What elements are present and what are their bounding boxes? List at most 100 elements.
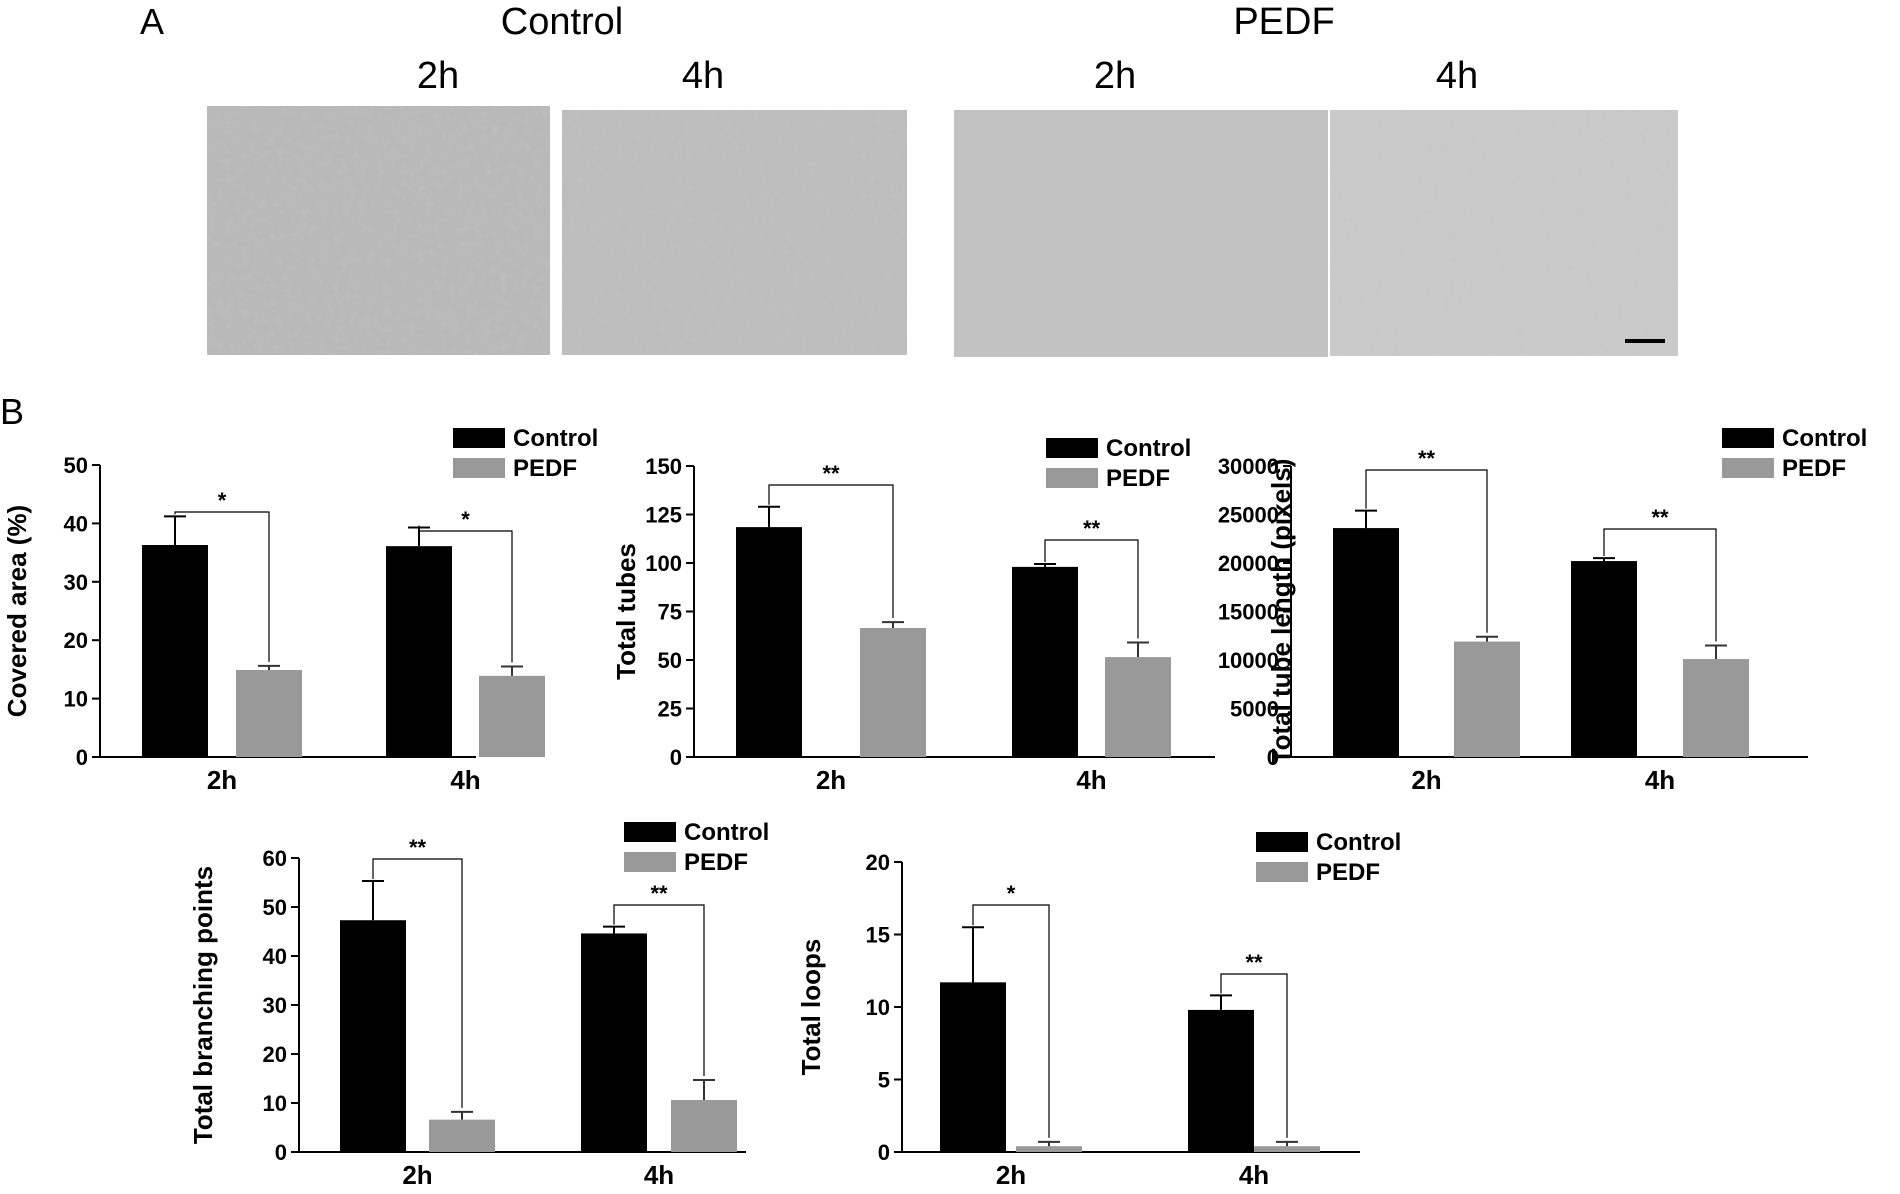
legend-label-control: Control	[1106, 435, 1191, 462]
legend-label-pedf: PEDF	[1106, 465, 1170, 492]
y-tick-label: 15000	[1218, 600, 1279, 625]
y-tick-label: 20000	[1218, 551, 1279, 576]
y-tick-label: 50	[64, 453, 88, 478]
legend-swatch-control	[1256, 832, 1308, 852]
y-tick-label: 0	[1267, 745, 1279, 770]
pedf-4h-label: 4h	[1436, 55, 1478, 97]
legend-label-control: Control	[1316, 829, 1401, 856]
y-tick-label: 10000	[1218, 648, 1279, 673]
significance-label: **	[822, 461, 840, 486]
y-tick-label: 0	[670, 745, 682, 770]
y-tick-label: 20	[263, 1042, 287, 1067]
panel-b-label: B	[0, 391, 24, 432]
x-tick-label: 2h	[402, 1160, 432, 1190]
legend: Control PEDF	[1256, 829, 1401, 886]
y-axis-title: Covered area (%)	[2, 505, 32, 717]
significance-bracket	[1603, 528, 1717, 642]
significance-label: **	[1651, 505, 1669, 530]
control-2h-label: 2h	[417, 55, 459, 97]
x-tick-label: 2h	[996, 1160, 1026, 1190]
y-tick-label: 100	[645, 551, 682, 576]
bar-control-2h	[940, 982, 1006, 1152]
significance-bracket	[768, 484, 894, 619]
legend-label-pedf: PEDF	[513, 455, 577, 482]
legend-swatch-pedf	[624, 852, 676, 872]
significance-bracket	[174, 511, 270, 662]
y-tick-label: 10	[866, 995, 890, 1020]
legend-swatch-pedf	[1722, 458, 1774, 478]
bar-control-4h	[1188, 1009, 1254, 1152]
pedf-group-title: PEDF	[1233, 1, 1334, 43]
significance-label: **	[1245, 950, 1263, 975]
y-tick-label: 150	[645, 454, 682, 479]
significance-bracket	[972, 904, 1050, 1138]
pedf-2h-label: 2h	[1094, 55, 1136, 97]
y-tick-label: 50	[658, 648, 682, 673]
bar-pedf-2h	[860, 627, 926, 757]
y-tick-label: 10	[263, 1091, 287, 1116]
y-tick-label: 25	[658, 697, 682, 722]
micrograph-pedf-4h	[1330, 110, 1678, 356]
significance-bracket	[418, 525, 513, 663]
bar-pedf-2h	[236, 669, 302, 757]
y-axis-title: Total branching points	[188, 866, 218, 1144]
x-tick-label: 4h	[1645, 765, 1675, 795]
y-tick-label: 25000	[1218, 503, 1279, 528]
legend-swatch-control	[624, 822, 676, 842]
legend: Control PEDF	[453, 425, 598, 482]
legend-label-control: Control	[684, 819, 769, 846]
y-tick-label: 40	[64, 511, 88, 536]
x-tick-label: 4h	[644, 1160, 674, 1190]
chart-5: 0 5 10 15 20 Total loops 2h * 4h ** Control PEDF	[796, 829, 1401, 1190]
significance-label: **	[409, 835, 427, 860]
significance-bracket	[613, 904, 705, 1076]
panel-a-label: A	[140, 1, 164, 42]
y-tick-label: 0	[878, 1140, 890, 1165]
micrograph-pedf-2h	[954, 110, 1328, 357]
bar-control-4h	[1571, 561, 1637, 757]
x-tick-label: 2h	[816, 765, 846, 795]
y-tick-label: 0	[76, 745, 88, 770]
significance-label: *	[1007, 881, 1016, 906]
scale-bar	[1625, 339, 1665, 343]
y-tick-label: 5	[878, 1068, 890, 1093]
control-4h-label: 4h	[682, 55, 724, 97]
legend: Control PEDF	[1046, 435, 1191, 492]
x-tick-label: 2h	[1411, 765, 1441, 795]
y-axis-title: Total tubes	[611, 543, 641, 680]
legend: Control PEDF	[1722, 425, 1867, 482]
y-tick-label: 15	[866, 923, 890, 948]
y-tick-label: 60	[263, 846, 287, 871]
x-tick-label: 4h	[1076, 765, 1106, 795]
bar-pedf-4h	[671, 1100, 737, 1152]
y-tick-label: 5000	[1230, 697, 1279, 722]
bar-control-4h	[1012, 566, 1078, 757]
significance-label: **	[650, 881, 668, 906]
bar-pedf-4h	[1254, 1146, 1320, 1152]
legend: Control PEDF	[624, 819, 769, 876]
legend-label-control: Control	[513, 425, 598, 452]
significance-bracket	[1044, 539, 1139, 639]
bar-control-2h	[736, 527, 802, 757]
significance-label: **	[1418, 446, 1436, 471]
y-tick-label: 10	[64, 687, 88, 712]
y-axis-title: Total tube length (pixels)	[1266, 459, 1296, 765]
significance-label: *	[461, 507, 470, 532]
x-tick-label: 4h	[450, 765, 480, 795]
x-tick-label: 4h	[1239, 1160, 1269, 1190]
micrograph-control-2h	[207, 106, 550, 355]
bar-pedf-2h	[1454, 641, 1520, 757]
y-tick-label: 40	[263, 944, 287, 969]
legend-label-pedf: PEDF	[1316, 859, 1380, 886]
significance-bracket	[1365, 469, 1488, 633]
legend-label-pedf: PEDF	[684, 849, 748, 876]
legend-swatch-control	[1046, 438, 1098, 458]
bar-control-4h	[386, 546, 452, 757]
y-tick-label: 30000	[1218, 454, 1279, 479]
bar-control-2h	[142, 545, 208, 757]
legend-swatch-pedf	[1256, 862, 1308, 882]
bar-pedf-2h	[429, 1119, 495, 1152]
